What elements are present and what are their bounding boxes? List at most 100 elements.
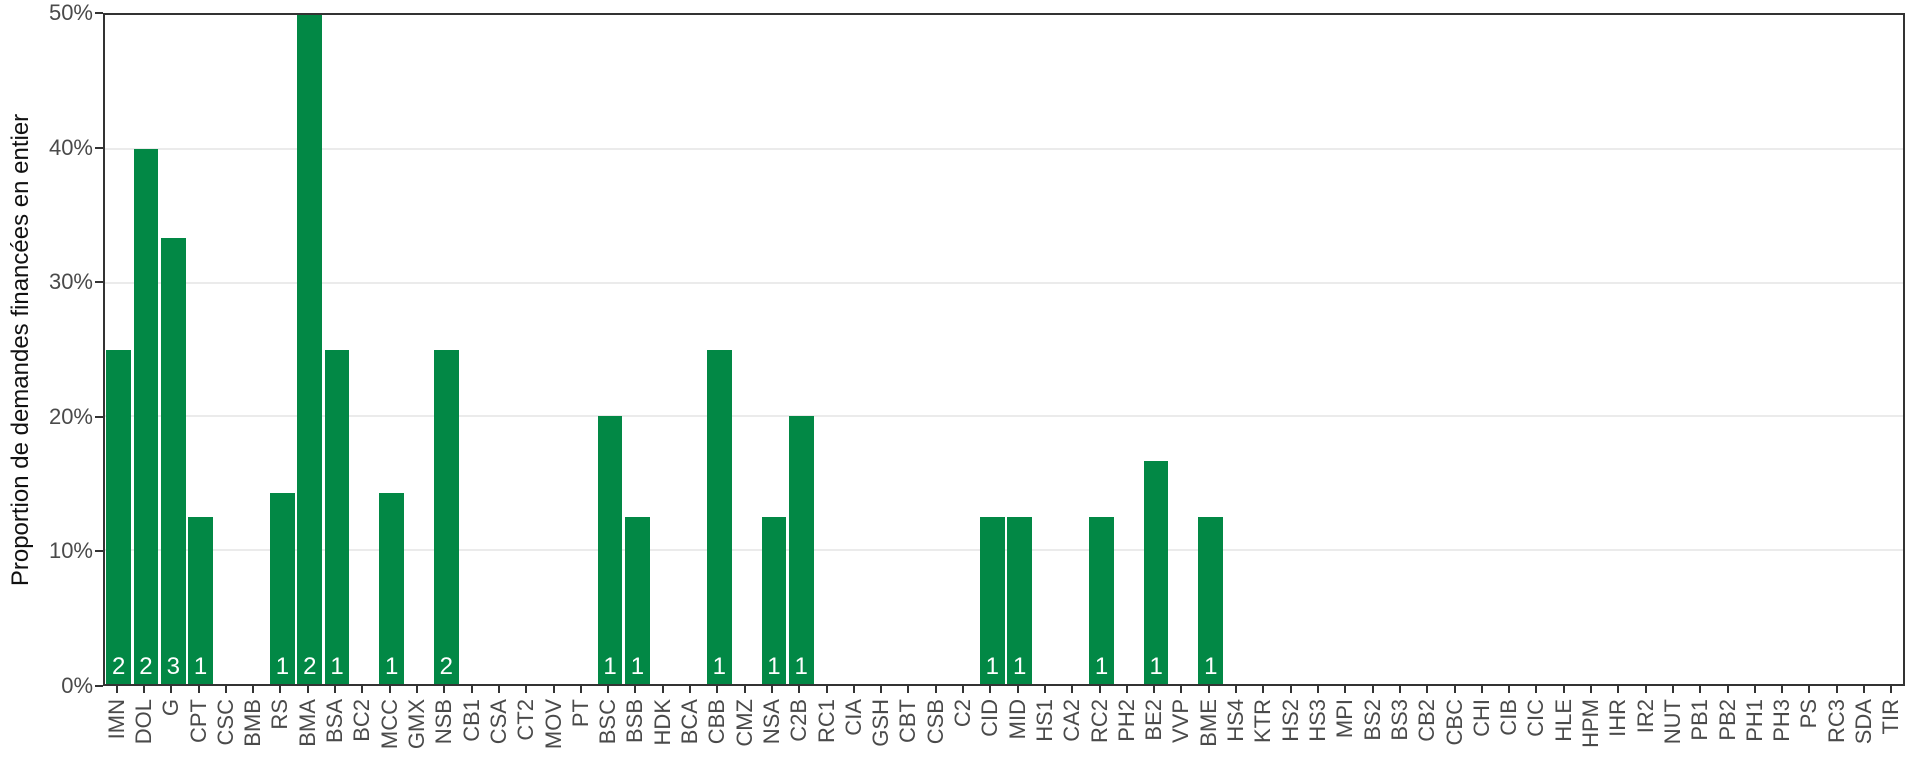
x-tick-mark [1398,686,1401,693]
y-tick-label: 50% [48,0,93,25]
x-tick-label-IHR: IHR [1605,699,1631,737]
x-tick-label-PB1: PB1 [1687,699,1713,741]
x-tick-mark [880,686,883,693]
y-tick-mark [95,685,103,687]
x-tick-mark [934,686,937,693]
bar-count-label-BSA: 1 [330,653,344,680]
bar-BME: 1 [1198,516,1224,684]
x-tick-label-BS3: BS3 [1386,699,1412,741]
bar-count-label-NSB: 2 [439,653,453,680]
bar-count-label-MID: 1 [1012,653,1027,680]
bar-CPT: 1 [188,516,213,684]
bar-CBB: 1 [707,349,732,684]
x-tick-label-BMB: BMB [240,699,266,747]
x-tick-mark [716,686,719,693]
x-tick-mark [798,686,801,693]
x-tick-label-CSA: CSA [485,699,511,745]
x-tick-label-IR2: IR2 [1632,699,1658,734]
x-tick-mark [1289,686,1292,693]
bar-NSA: 1 [761,516,787,684]
x-tick-mark [1316,686,1319,693]
x-tick-mark [1262,686,1265,693]
y-tick-label: 40% [48,134,93,160]
y-tick-label: 0% [61,673,93,698]
bar-count-label-CBB: 1 [712,653,726,680]
x-tick-mark [825,686,828,693]
x-tick-label-MOV: MOV [540,699,566,750]
x-tick-mark [1480,686,1483,693]
x-tick-mark [1644,686,1647,693]
bar-count-label-BE2: 1 [1149,653,1163,680]
y-tick-mark [95,415,103,418]
x-tick-label-RS: RS [267,699,293,730]
x-tick-label-HS4: HS4 [1223,699,1249,742]
x-tick-mark [334,686,337,693]
x-tick-label-NUT: NUT [1659,699,1685,745]
x-tick-mark [1562,686,1565,693]
x-tick-label-RC3: RC3 [1823,699,1849,744]
x-tick-label-PB2: PB2 [1714,699,1740,741]
x-tick-label-BC2: BC2 [349,699,375,742]
x-tick-mark [1726,686,1729,693]
x-tick-label-MID: MID [1004,699,1030,740]
x-tick-label-BME: BME [1195,699,1221,747]
x-tick-label-CSB: CSB [922,699,948,745]
x-tick-label-CHI: CHI [1468,699,1494,737]
x-tick-label-CBC: CBC [1441,699,1467,746]
x-tick-mark [1071,686,1074,693]
x-tick-label-HS2: HS2 [1277,699,1303,742]
bar-count-label-CPT: 1 [193,653,208,680]
x-tick-mark [1344,686,1347,693]
x-tick-label-MPI: MPI [1332,699,1358,739]
x-tick-mark [224,686,227,693]
x-tick-label-CIC: CIC [1523,699,1549,737]
x-tick-label-KTR: KTR [1250,699,1276,743]
x-tick-mark [470,686,473,693]
x-tick-mark [525,686,528,693]
bar-count-label-RC2: 1 [1094,653,1109,680]
bar-G: 3 [160,238,186,684]
x-tick-mark [1235,686,1238,693]
bar-count-label-NSA: 1 [767,653,781,680]
x-tick-label-C2: C2 [950,699,976,728]
bar-NSB: 2 [434,349,459,684]
y-tick-mark [95,146,103,149]
x-tick-label-CIB: CIB [1496,699,1522,736]
bar-C2B: 1 [788,416,814,684]
bar-BSA: 1 [324,349,350,684]
bar-count-label-BSC: 1 [603,653,617,680]
x-tick-label-HS1: HS1 [1031,699,1057,742]
bar-RC2: 1 [1089,516,1114,684]
gridline-30% [105,281,1903,284]
x-tick-label-MCC: MCC [376,699,402,750]
x-tick-mark [1125,686,1128,693]
x-tick-label-CB1: CB1 [458,699,484,742]
x-tick-mark [142,686,145,693]
x-tick-label-CB2: CB2 [1414,699,1440,742]
x-tick-mark [1671,686,1674,693]
x-tick-label-PH1: PH1 [1741,699,1767,742]
x-tick-mark [1535,686,1538,693]
x-tick-mark [1753,686,1756,693]
x-tick-label-GSH: GSH [868,699,894,747]
x-tick-label-PH2: PH2 [1113,699,1139,742]
x-tick-mark [962,686,965,693]
x-tick-label-PT: PT [567,699,593,728]
x-tick-mark [1508,686,1511,693]
x-tick-label-BSA: BSA [322,699,348,744]
x-tick-mark [770,686,773,693]
x-tick-mark [1043,686,1046,693]
x-tick-mark [634,686,637,693]
bar-BSC: 1 [597,416,623,684]
bar-count-label-IMN: 2 [111,653,126,680]
bar-MCC: 1 [379,492,404,684]
y-tick-label: 30% [48,269,93,295]
x-tick-label-IMN: IMN [103,699,129,740]
bar-IMN: 2 [106,349,131,684]
bar-RS: 1 [270,492,295,684]
x-tick-label-TIR: TIR [1878,699,1904,735]
gridline-40% [105,147,1903,150]
x-tick-mark [306,686,309,693]
